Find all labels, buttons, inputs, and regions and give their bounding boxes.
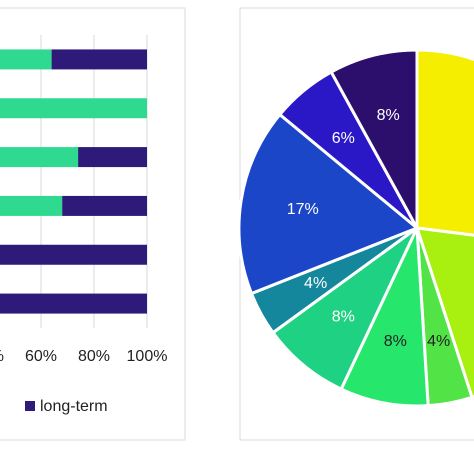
x-tick-label: 60% (25, 348, 57, 365)
bar-segment (0, 147, 79, 168)
pie-slice (237, 112, 420, 296)
slice-label: 4% (427, 333, 450, 350)
x-tick-label: 80% (78, 348, 110, 365)
bar-segment (78, 147, 147, 168)
bar-segment (62, 195, 148, 216)
bar-segment (0, 293, 147, 314)
pie-slice (415, 48, 474, 237)
pie-slice (329, 48, 419, 229)
slice-label: 8% (384, 333, 407, 350)
x-tick-label: 100% (127, 348, 168, 365)
legend-label: long-term (40, 398, 108, 415)
pie-slice (339, 227, 430, 408)
bar-segment (0, 244, 147, 265)
slice-label: 8% (332, 308, 355, 325)
bar-segment (0, 195, 63, 216)
pie-chart: 27%18%4%8%8%4%17%6%8% (237, 48, 474, 408)
bar-segment (0, 98, 147, 119)
slice-label: 8% (377, 107, 400, 124)
bar-chart: 0%20%40%60%80%100%long-term (0, 35, 167, 415)
pie-slice (270, 226, 419, 392)
x-tick-label: 40% (0, 348, 4, 365)
slice-label: 17% (287, 201, 319, 218)
slice-label: 6% (332, 130, 355, 147)
legend-swatch (25, 401, 35, 411)
bar-segment (51, 49, 147, 70)
bar-panel (0, 7, 186, 441)
bar-segment (0, 49, 52, 70)
slice-label: 4% (304, 275, 327, 292)
